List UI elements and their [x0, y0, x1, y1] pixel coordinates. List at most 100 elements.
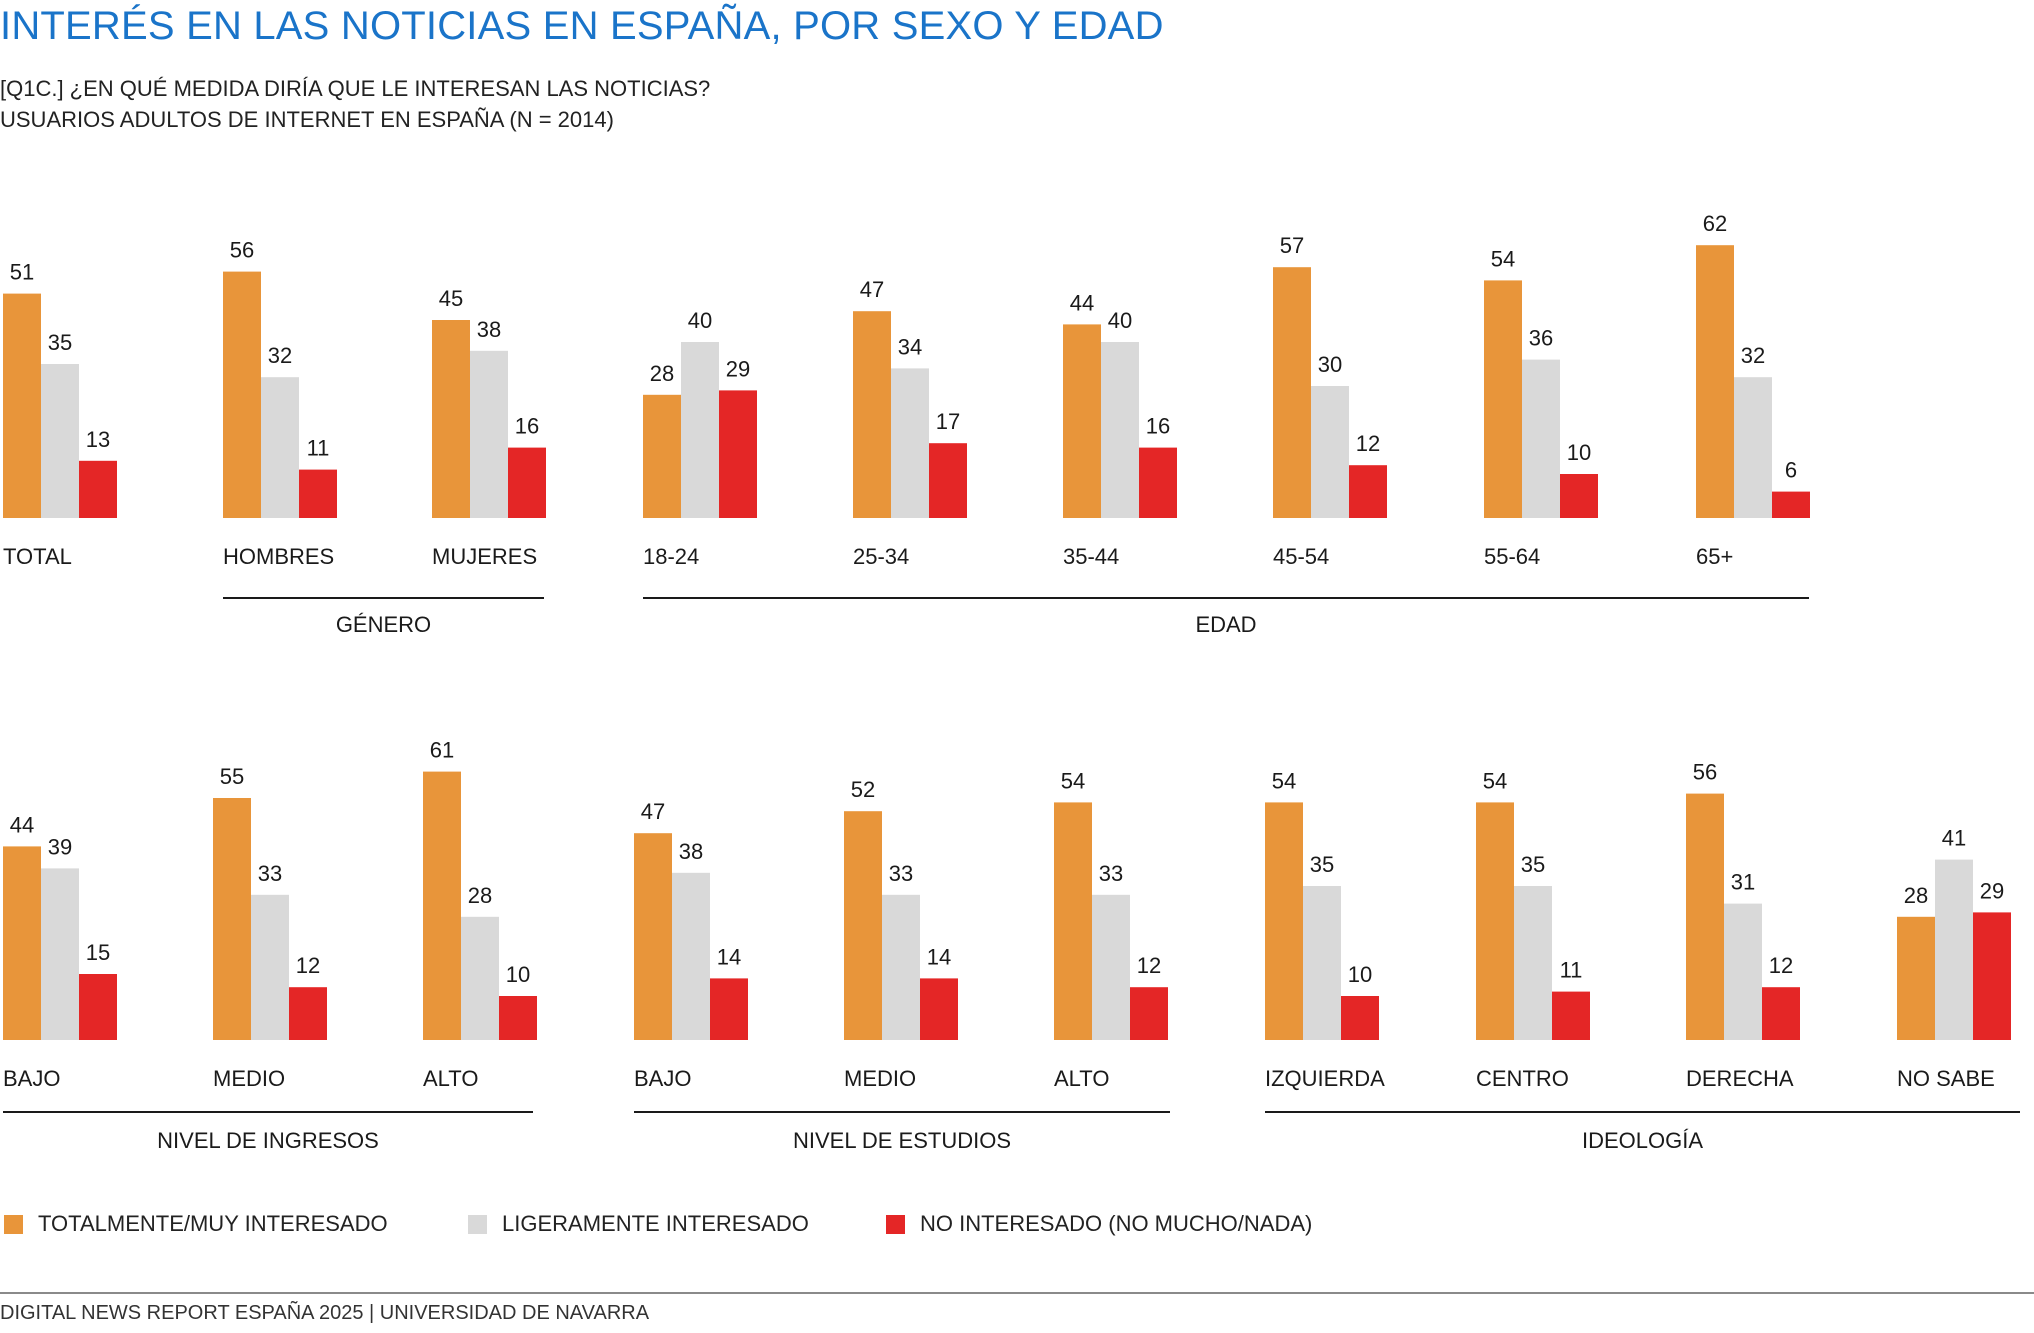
data-label: 34	[898, 334, 922, 359]
data-label: 12	[296, 953, 320, 978]
group-label: IDEOLOGÍA	[1582, 1128, 1703, 1153]
data-label: 29	[726, 356, 750, 381]
bar-slightly	[672, 872, 710, 1040]
data-label: 45	[439, 286, 463, 311]
bar-slightly	[470, 350, 508, 518]
bar-totally	[432, 320, 470, 518]
category-label: 65+	[1696, 544, 1733, 569]
data-label: 54	[1483, 768, 1507, 793]
bar-not	[299, 469, 337, 518]
data-label: 28	[468, 883, 492, 908]
category-label: MEDIO	[213, 1066, 285, 1091]
data-label: 44	[1070, 290, 1094, 315]
legend-item-totally-interested: TOTALMENTE/MUY INTERESADO	[4, 1211, 388, 1237]
bar-slightly	[261, 377, 299, 518]
category-label: HOMBRES	[223, 544, 334, 569]
data-label: 62	[1703, 211, 1727, 236]
data-label: 10	[1567, 440, 1591, 465]
bar-slightly	[1522, 359, 1560, 518]
bar-slightly	[1935, 859, 1973, 1040]
data-label: 12	[1356, 431, 1380, 456]
data-label: 12	[1769, 953, 1793, 978]
data-label: 28	[1904, 883, 1928, 908]
group-label: NIVEL DE ESTUDIOS	[793, 1128, 1011, 1153]
category-label: ALTO	[1054, 1066, 1109, 1091]
bar-not	[920, 978, 958, 1040]
legend-label: LIGERAMENTE INTERESADO	[502, 1211, 809, 1236]
bar-totally	[634, 833, 672, 1040]
chart-title: INTERÉS EN LAS NOTICIAS EN ESPAÑA, POR S…	[0, 4, 1164, 48]
data-label: 47	[641, 799, 665, 824]
data-label: 14	[717, 944, 741, 969]
bar-totally	[1686, 793, 1724, 1040]
bar-slightly	[251, 894, 289, 1040]
data-label: 35	[48, 330, 72, 355]
data-label: 32	[268, 343, 292, 368]
footer-divider	[0, 1292, 2034, 1294]
data-label: 17	[936, 409, 960, 434]
data-label: 55	[220, 764, 244, 789]
bar-not	[1349, 465, 1387, 518]
data-label: 33	[1099, 861, 1123, 886]
legend-swatch-red	[886, 1214, 905, 1234]
bar-not	[929, 443, 967, 518]
legend-label: TOTALMENTE/MUY INTERESADO	[38, 1211, 388, 1236]
bar-not	[1341, 996, 1379, 1040]
grouped-bar-chart: 51 35 13 TOTAL 56 32 11 HOMBRES 45 38 16 MUJERES 28 4…	[3, 211, 2020, 1153]
bar-totally	[1063, 324, 1101, 518]
bar-slightly	[1724, 903, 1762, 1040]
data-label: 35	[1310, 852, 1334, 877]
bar-totally	[1273, 267, 1311, 518]
bar-slightly	[681, 342, 719, 518]
legend-item-not-interested: NO INTERESADO (NO MUCHO/NADA)	[886, 1211, 1312, 1237]
data-label: 13	[86, 427, 110, 452]
bar-slightly	[1514, 886, 1552, 1040]
data-label: 32	[1741, 343, 1765, 368]
data-label: 30	[1318, 352, 1342, 377]
category-label: 55-64	[1484, 544, 1540, 569]
bar-totally	[3, 846, 41, 1040]
category-label: DERECHA	[1686, 1066, 1794, 1091]
bar-totally	[1897, 916, 1935, 1040]
category-label: ALTO	[423, 1066, 478, 1091]
data-label: 11	[307, 436, 330, 461]
category-label: 18-24	[643, 544, 699, 569]
bar-not	[1139, 447, 1177, 518]
bar-not	[1560, 474, 1598, 518]
category-label: 25-34	[853, 544, 909, 569]
bar-not	[710, 978, 748, 1040]
bar-totally	[1265, 802, 1303, 1040]
data-label: 16	[1146, 414, 1170, 439]
bar-not	[719, 390, 757, 518]
bar-slightly	[891, 368, 929, 518]
bar-not	[499, 996, 537, 1040]
bar-not	[1130, 987, 1168, 1040]
data-label: 44	[10, 812, 34, 837]
bar-totally	[643, 394, 681, 518]
data-label: 52	[851, 777, 875, 802]
data-label: 54	[1061, 768, 1085, 793]
bar-not	[79, 974, 117, 1040]
data-label: 61	[430, 738, 454, 763]
bar-totally	[1054, 802, 1092, 1040]
category-label: MUJERES	[432, 544, 537, 569]
bar-totally	[423, 771, 461, 1040]
data-label: 51	[10, 260, 34, 285]
data-label: 56	[230, 238, 254, 263]
bar-not	[508, 447, 546, 518]
data-label: 29	[1980, 878, 2004, 903]
category-label: 45-54	[1273, 544, 1329, 569]
bar-totally	[853, 311, 891, 518]
data-label: 33	[258, 861, 282, 886]
bar-not	[289, 987, 327, 1040]
category-label: CENTRO	[1476, 1066, 1569, 1091]
bar-totally	[1696, 245, 1734, 518]
bar-totally	[844, 811, 882, 1040]
data-label: 6	[1785, 458, 1797, 483]
data-label: 38	[679, 839, 703, 864]
data-label: 12	[1137, 953, 1161, 978]
data-label: 16	[515, 414, 539, 439]
group-label: EDAD	[1195, 612, 1256, 637]
data-label: 31	[1731, 870, 1755, 895]
category-label: TOTAL	[3, 544, 72, 569]
